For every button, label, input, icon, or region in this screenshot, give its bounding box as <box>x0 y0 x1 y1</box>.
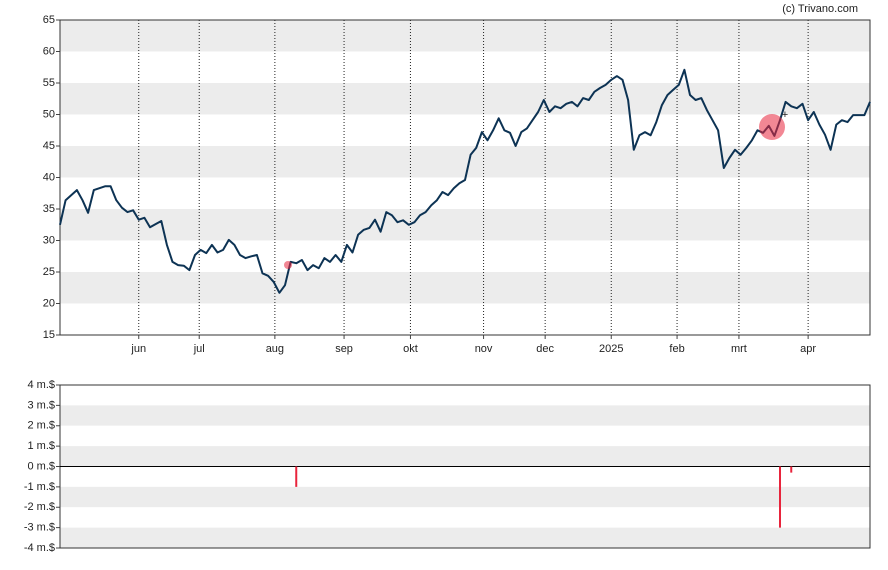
x-tick-label: jul <box>193 343 205 355</box>
y-tick-label: 40 <box>43 171 55 183</box>
band <box>60 303 870 335</box>
y-tick-label: 1 m.$ <box>27 440 55 452</box>
plot-background <box>60 385 870 548</box>
x-tick-label: dec <box>536 343 554 355</box>
band <box>60 51 870 83</box>
y-tick-label: 55 <box>43 77 55 89</box>
y-tick-label: 20 <box>43 297 55 309</box>
band <box>60 466 870 487</box>
plot-frame <box>59 19 871 336</box>
price-line <box>59 68 871 294</box>
y-tick-label: 35 <box>43 203 55 215</box>
x-tick-label: jun <box>130 343 146 355</box>
band <box>60 446 870 467</box>
trade-marker <box>759 114 785 140</box>
plot-background <box>60 20 870 335</box>
y-tick-label: 60 <box>43 45 55 57</box>
y-tick-label: 25 <box>43 266 55 278</box>
band <box>60 486 870 508</box>
band <box>60 209 870 241</box>
y-tick-label: 15 <box>43 329 55 341</box>
trade-markers: + <box>284 109 788 269</box>
y-tick-label: -3 m.$ <box>24 522 55 534</box>
band <box>60 240 870 272</box>
y-tick-label: -2 m.$ <box>24 501 55 513</box>
x-tick-label: feb <box>669 343 684 355</box>
bar <box>779 466 781 528</box>
y-tick-label: 3 m.$ <box>27 399 55 411</box>
trade-marker <box>284 261 292 269</box>
y-tick-label: 4 m.$ <box>27 379 55 391</box>
x-tick-label: 2025 <box>599 343 623 355</box>
y-tick-label: -4 m.$ <box>24 542 55 554</box>
y-tick-label: 65 <box>43 14 55 26</box>
band <box>60 272 870 304</box>
y-tick-label: 2 m.$ <box>27 420 55 432</box>
band <box>60 507 870 528</box>
y-tick-label: 0 m.$ <box>27 460 55 472</box>
band <box>60 83 870 115</box>
source: (c) Trivano.com <box>782 3 858 15</box>
band <box>60 425 870 447</box>
y-tick-label: 45 <box>43 140 55 152</box>
x-tick-label: aug <box>266 343 284 355</box>
x-tick-label: nov <box>475 343 493 355</box>
bar <box>790 466 793 473</box>
band <box>60 385 870 406</box>
band <box>60 527 870 548</box>
x-tick-label: okt <box>403 343 418 355</box>
y-tick-label: -1 m.$ <box>24 481 55 493</box>
band <box>60 405 870 426</box>
bar <box>295 466 298 487</box>
y-tick-label: 30 <box>43 234 55 246</box>
x-tick-label: mrt <box>731 343 747 355</box>
y-tick-label: 50 <box>43 108 55 120</box>
band <box>60 20 870 52</box>
band <box>60 114 870 146</box>
x-tick-label: apr <box>800 343 816 355</box>
trade-marker: + <box>782 109 788 121</box>
x-tick-label: sep <box>335 343 353 355</box>
band <box>60 146 870 178</box>
band <box>60 177 870 209</box>
